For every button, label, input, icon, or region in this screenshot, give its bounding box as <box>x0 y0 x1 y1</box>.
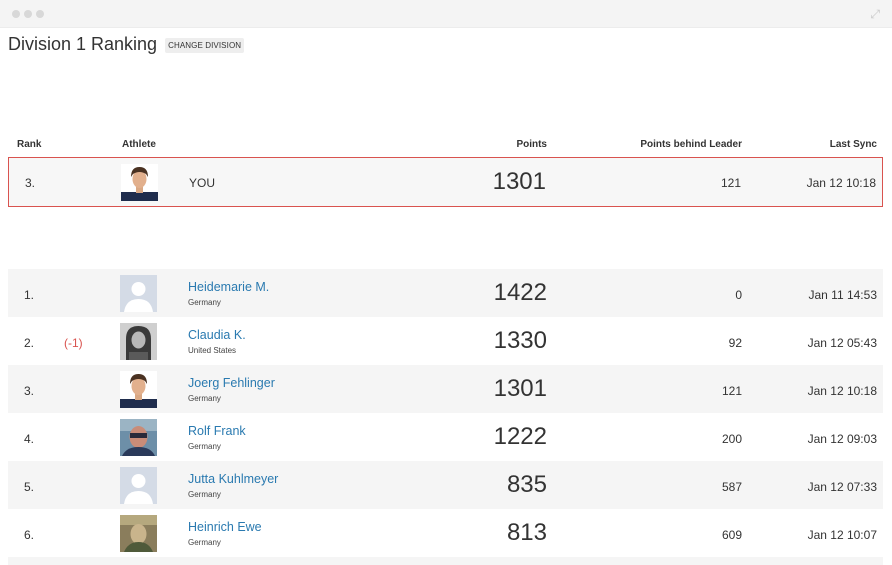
close-window-dot-icon[interactable] <box>12 10 20 18</box>
points-cell: 835 <box>506 471 547 498</box>
zoom-window-dot-icon[interactable] <box>36 10 44 18</box>
last-sync-cell: Jan 12 09:03 <box>807 432 877 446</box>
rank-cell: 1. <box>24 288 35 302</box>
page-title: Division 1 Ranking <box>8 34 158 54</box>
points-cell: 1222 <box>493 423 547 450</box>
current-user-row[interactable]: 3. YOU 1301 121 Jan 12 10:18 <box>8 157 883 207</box>
rank-cell: 6. <box>24 528 35 542</box>
athlete-name-link[interactable]: Rolf Frank <box>188 424 246 438</box>
points-behind-cell: 92 <box>728 336 742 350</box>
column-header-points: Points <box>516 139 547 150</box>
athlete-country: Germany <box>188 394 221 403</box>
last-sync-cell: Jan 12 05:43 <box>807 336 877 350</box>
athlete-photo-icon <box>120 371 157 408</box>
table-row[interactable]: 6. Heinrich Ewe Germany 813 609 Jan 12 1… <box>8 509 883 557</box>
points-cell: 1330 <box>493 327 547 354</box>
table-row[interactable]: 3. Joerg Fehlinger Germany 1301 121 Jan … <box>8 365 883 413</box>
table-row[interactable]: 2. (-1) Claudia K. United States 1330 92… <box>8 317 883 365</box>
last-sync-cell: Jan 12 10:18 <box>807 384 877 398</box>
rank-cell: 2. <box>24 336 35 350</box>
rank-cell: 3. <box>24 384 35 398</box>
column-header-last-sync: Last Sync <box>829 139 877 150</box>
column-header-rank: Rank <box>17 139 42 150</box>
window-titlebar: ⤢ <box>0 0 892 28</box>
athlete-name-link[interactable]: Heidemarie M. <box>188 280 270 294</box>
athlete-name-link[interactable]: Jutta Kuhlmeyer <box>188 472 279 486</box>
athlete-country: Germany <box>188 490 221 499</box>
points-behind-cell: 0 <box>735 288 742 302</box>
points-behind-cell: 121 <box>721 384 742 398</box>
athlete-country: Germany <box>188 298 221 307</box>
rank-cell: 5. <box>24 480 35 494</box>
athlete-name-link[interactable]: Joerg Fehlinger <box>188 376 275 390</box>
athlete-country: Germany <box>188 538 221 547</box>
athlete-photo-icon <box>120 515 157 552</box>
athlete-name-link[interactable]: Claudia K. <box>188 328 246 342</box>
table-row-partial <box>8 557 883 565</box>
table-row[interactable]: 5. Jutta Kuhlmeyer Germany 835 587 Jan 1… <box>8 461 883 509</box>
last-sync-cell: Jan 12 10:07 <box>807 528 877 542</box>
page-heading: Division 1 Ranking CHANGE DIVISION <box>8 34 245 55</box>
athlete-photo-icon <box>120 419 157 456</box>
athlete-country: Germany <box>188 442 221 451</box>
table-row[interactable]: 1. Heidemarie M. Germany 1422 0 Jan 11 1… <box>8 269 883 317</box>
points-behind-cell: 587 <box>721 480 742 494</box>
last-sync-cell: Jan 12 07:33 <box>807 480 877 494</box>
placeholder-avatar-icon <box>120 467 157 504</box>
athlete-photo-icon <box>121 164 158 201</box>
athlete-photo-icon <box>120 323 157 360</box>
last-sync-cell: Jan 12 10:18 <box>806 176 876 190</box>
rank-change-badge: (-1) <box>64 336 83 350</box>
expand-icon[interactable]: ⤢ <box>870 7 880 21</box>
column-header-athlete: Athlete <box>122 139 156 150</box>
rank-cell: 4. <box>24 432 35 446</box>
points-cell: 813 <box>506 519 547 546</box>
points-behind-cell: 121 <box>720 176 741 190</box>
column-header-points-behind: Points behind Leader <box>640 139 742 150</box>
placeholder-avatar-icon <box>120 275 157 312</box>
athlete-name: YOU <box>189 176 216 190</box>
points-behind-cell: 609 <box>721 528 742 542</box>
minimize-window-dot-icon[interactable] <box>24 10 32 18</box>
points-cell: 1301 <box>493 375 547 402</box>
last-sync-cell: Jan 11 14:53 <box>808 288 877 302</box>
athlete-name-link[interactable]: Heinrich Ewe <box>188 520 262 534</box>
rank-cell: 3. <box>25 176 36 190</box>
points-behind-cell: 200 <box>721 432 742 446</box>
change-division-button[interactable]: CHANGE DIVISION <box>165 38 245 53</box>
points-cell: 1301 <box>492 168 546 195</box>
points-cell: 1422 <box>493 279 547 306</box>
table-row[interactable]: 4. Rolf Frank Germany 1222 200 Jan 12 09… <box>8 413 883 461</box>
athlete-country: United States <box>188 346 237 355</box>
